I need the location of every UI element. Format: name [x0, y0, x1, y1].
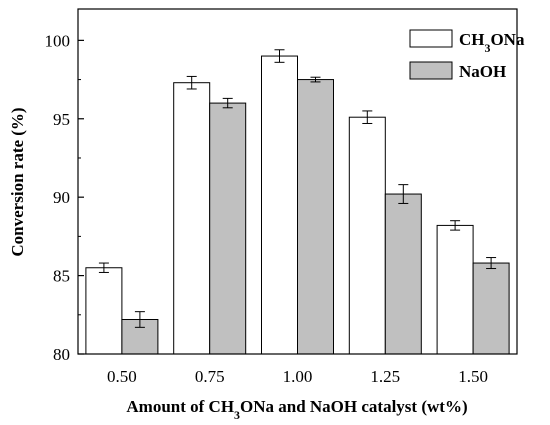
bars-layer [85, 55, 510, 355]
bar-ch3ona-0-75 [173, 82, 211, 355]
bar-naoh-1-00 [297, 79, 334, 355]
bar-ch3ona-1-25 [348, 116, 386, 355]
plot-frame [77, 8, 518, 355]
y-axis-label: Conversion rate (%) [8, 107, 27, 256]
bar-ch3ona-0-50 [85, 267, 123, 355]
x-axis: 0.50 0.75 1.00 1.25 1.50 [107, 367, 488, 386]
bar-naoh-0-75 [209, 102, 247, 355]
y-tick-label-80: 80 [53, 345, 70, 364]
bar-ch3ona-1-00 [261, 55, 298, 355]
bar-naoh-1-50 [472, 262, 510, 355]
legend-swatch-ch3ona [409, 29, 453, 48]
y-axis: 80 85 90 95 100 [45, 31, 84, 364]
y-tick-label-100: 100 [45, 31, 71, 50]
x-tick-label-1-25: 1.25 [370, 367, 400, 386]
legend: CH3ONa NaOH [409, 29, 525, 81]
legend-label-naoh: NaOH [459, 62, 506, 81]
y-tick-label-95: 95 [53, 110, 70, 129]
x-axis-label: Amount of CH3ONa and NaOH catalyst (wt%) [126, 397, 467, 422]
error-bars-layer [98, 49, 497, 328]
y-tick-label-85: 85 [53, 267, 70, 286]
legend-label-ch3ona: CH3ONa [459, 30, 525, 55]
bar-naoh-1-25 [384, 193, 422, 355]
bar-ch3ona-1-50 [436, 224, 474, 355]
x-tick-label-1-50: 1.50 [458, 367, 488, 386]
x-tick-label-1-00: 1.00 [283, 367, 313, 386]
x-tick-label-0-50: 0.50 [107, 367, 137, 386]
y-tick-label-90: 90 [53, 188, 70, 207]
legend-swatch-naoh [409, 61, 453, 80]
x-tick-label-0-75: 0.75 [195, 367, 225, 386]
